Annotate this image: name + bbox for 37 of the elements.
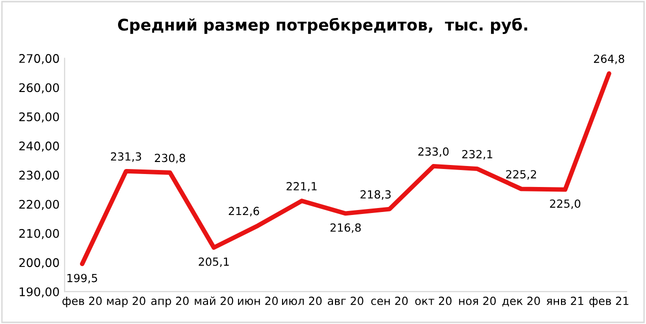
x-tick-label: янв 21 bbox=[546, 296, 584, 305]
x-tick-label: июн 20 bbox=[238, 296, 278, 306]
y-tick-label: 200,00 bbox=[19, 258, 59, 268]
data-label: 230,8 bbox=[154, 154, 186, 164]
data-label: 199,5 bbox=[67, 274, 98, 284]
y-tick-label: 240,00 bbox=[19, 142, 59, 152]
data-label: 225,0 bbox=[550, 199, 580, 209]
x-tick-label: апр 20 bbox=[151, 296, 189, 308]
y-tick-label: 260,00 bbox=[19, 83, 59, 94]
x-tick-label: фев 21 bbox=[589, 296, 628, 308]
y-tick-label: 220,00 bbox=[19, 200, 59, 210]
data-label: 218,3 bbox=[360, 190, 391, 200]
y-tick-label: 230,00 bbox=[19, 170, 59, 181]
x-tick-label: ноя 20 bbox=[459, 296, 496, 306]
x-tick-label: июл 20 bbox=[282, 296, 322, 306]
data-label: 205,1 bbox=[198, 257, 229, 268]
data-label: 225,2 bbox=[506, 170, 536, 180]
x-tick-label: мар 20 bbox=[107, 296, 146, 308]
x-tick-label: авг 20 bbox=[328, 296, 364, 306]
chart-title: Средний размер потребкредитов, тыс. руб. bbox=[118, 18, 528, 34]
data-label: 233,0 bbox=[418, 147, 449, 157]
x-tick-label: окт 20 bbox=[415, 296, 452, 306]
data-label: 212,6 bbox=[228, 206, 260, 216]
data-label: 264,8 bbox=[594, 54, 624, 64]
y-tick-label: 250,00 bbox=[19, 112, 59, 122]
data-label: 216,8 bbox=[330, 223, 361, 233]
y-tick-label: 210,00 bbox=[19, 229, 59, 240]
x-tick-label: дек 20 bbox=[502, 296, 540, 306]
data-label: 232,1 bbox=[462, 150, 492, 160]
data-label: 231,3 bbox=[110, 152, 142, 162]
y-tick-label: 190,00 bbox=[20, 287, 59, 298]
x-tick-label: май 20 bbox=[194, 296, 234, 306]
line-series bbox=[80, 71, 612, 266]
x-tick-label: сен 20 bbox=[371, 296, 408, 306]
x-tick-label: фев 20 bbox=[62, 296, 102, 308]
data-label: 221,1 bbox=[286, 182, 317, 192]
y-tick-label: 270,00 bbox=[19, 54, 59, 64]
